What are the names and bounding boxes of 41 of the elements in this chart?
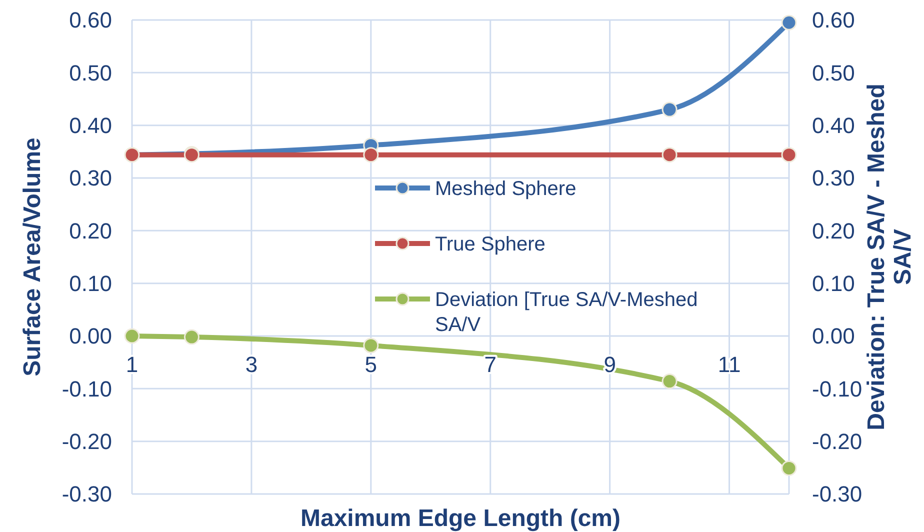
x-tick-label: 1 (126, 352, 138, 377)
y2-tick-label: 0.30 (812, 166, 855, 191)
y2-tick-label: -0.10 (812, 376, 862, 402)
point (662, 147, 678, 163)
y2-tick-label: 0.10 (812, 271, 855, 296)
y2-tick-label: 0.60 (812, 8, 855, 33)
y2-tick-label: -0.20 (812, 429, 862, 454)
point (662, 102, 678, 118)
y-tick-label: 0.40 (69, 113, 112, 138)
point (184, 329, 200, 345)
y-tick-label: 0.60 (69, 8, 112, 33)
legend-label: Deviation [True SA/V-Meshed SA/V (435, 289, 698, 336)
point (124, 328, 140, 344)
y-tick-label: 0.00 (69, 324, 112, 349)
y2-tick-label: -0.30 (812, 482, 862, 507)
x-tick-label: 11 (718, 352, 741, 377)
y-tick-label: 0.20 (69, 218, 112, 244)
y2-tick-label: 0.20 (812, 218, 855, 244)
y2-tick-label: 0.50 (812, 60, 855, 86)
y2-tick-label: 0.00 (812, 324, 855, 349)
y-axis-title: Surface Area/Volume (19, 138, 46, 376)
point (781, 147, 797, 163)
legend-label: True Sphere (435, 234, 546, 256)
y-tick-label: 0.50 (69, 60, 112, 86)
y-tick-label: 0.30 (69, 166, 112, 191)
x-tick-label: 7 (484, 352, 496, 377)
y2-tick-label: 0.40 (812, 113, 855, 138)
point (781, 14, 797, 30)
x-tick-label: 5 (364, 352, 378, 377)
point (363, 147, 379, 163)
point (363, 338, 379, 354)
y-tick-label: 0.10 (69, 271, 112, 296)
x-axis-title: Maximum Edge Length (cm) (300, 505, 621, 532)
y-tick-label: -0.30 (62, 482, 112, 507)
x-tick-label: 3 (245, 352, 258, 377)
legend-label: Meshed Sphere (435, 178, 576, 200)
point (662, 374, 678, 390)
y2-axis-title: Deviation: True SA/V - Meshed SA/V (863, 84, 916, 430)
point (781, 460, 797, 476)
y-tick-label: -0.10 (62, 376, 112, 402)
y-tick-label: -0.20 (62, 429, 112, 454)
